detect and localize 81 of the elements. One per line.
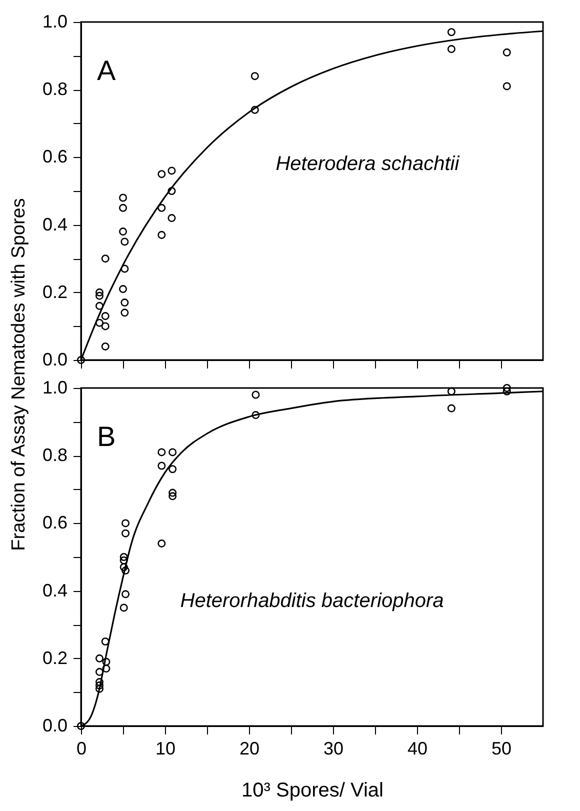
y-tick-label: 0.0 xyxy=(42,716,68,736)
point xyxy=(250,72,259,80)
y-axis-title: Fraction of Assay Nematodes with Spores xyxy=(8,198,30,551)
y-tick-label: 0.6 xyxy=(42,512,68,533)
point xyxy=(122,519,130,528)
point xyxy=(447,404,456,412)
y-tick-label: 0.4 xyxy=(42,580,68,600)
point xyxy=(120,298,129,307)
point xyxy=(120,604,128,612)
x-tick-label: 50 xyxy=(491,738,512,758)
point xyxy=(95,654,104,662)
point xyxy=(120,556,128,564)
x-tick-label: 40 xyxy=(407,738,428,758)
point xyxy=(252,390,260,399)
point xyxy=(168,465,177,474)
point xyxy=(447,387,456,396)
x-tick-label: 10 xyxy=(155,738,176,758)
point xyxy=(102,664,110,673)
point xyxy=(158,170,166,178)
y-tick-label: 0.2 xyxy=(42,648,68,668)
point xyxy=(168,492,177,500)
point xyxy=(447,45,456,54)
point xyxy=(120,264,129,273)
point xyxy=(158,230,166,239)
annotation: Heterodera schachtii xyxy=(276,152,460,175)
point xyxy=(502,387,511,396)
point xyxy=(101,322,110,330)
x-tick-label: 30 xyxy=(323,738,344,758)
point xyxy=(158,539,166,548)
point xyxy=(447,28,456,36)
annotation: Heterorhabditis bacteriophora xyxy=(180,590,444,612)
point xyxy=(168,214,176,222)
point xyxy=(101,342,110,350)
y-tick-label: 1.0 xyxy=(42,12,68,32)
point xyxy=(158,448,166,456)
point xyxy=(120,238,129,246)
point xyxy=(168,448,177,456)
point xyxy=(120,553,128,561)
point xyxy=(502,384,511,392)
point xyxy=(252,411,260,420)
y-tick-label: 0.4 xyxy=(42,214,68,234)
point xyxy=(118,204,128,212)
point xyxy=(122,590,130,598)
point xyxy=(120,563,128,572)
point xyxy=(118,194,128,202)
point xyxy=(122,529,130,538)
point xyxy=(168,488,177,497)
y-tick-label: 0.8 xyxy=(42,445,68,466)
point xyxy=(250,106,259,114)
point xyxy=(95,678,104,686)
point xyxy=(502,82,511,90)
x-axis-title: 10³ Spores/ Vial xyxy=(242,780,384,802)
point xyxy=(102,658,110,666)
point xyxy=(95,318,104,327)
point xyxy=(95,292,104,300)
point xyxy=(95,288,104,296)
annotation: B xyxy=(97,421,116,452)
point xyxy=(95,681,104,690)
point xyxy=(120,308,129,317)
point xyxy=(502,48,511,56)
point xyxy=(95,668,104,676)
point xyxy=(122,566,130,575)
y-tick-label: 0.0 xyxy=(42,350,68,370)
y-tick-label: 0.2 xyxy=(42,282,68,302)
point xyxy=(158,204,166,212)
point xyxy=(101,638,110,646)
annotation: A xyxy=(97,55,116,86)
point xyxy=(168,187,176,195)
y-tick-label: 0.8 xyxy=(42,79,68,100)
y-tick-label: 1.0 xyxy=(42,378,68,398)
point xyxy=(118,228,128,236)
point xyxy=(101,312,110,320)
point xyxy=(95,684,104,693)
point xyxy=(168,166,176,175)
point xyxy=(101,254,110,263)
point xyxy=(118,285,128,294)
y-tick-label: 0.6 xyxy=(42,146,68,167)
x-tick-label: 20 xyxy=(239,738,260,758)
x-tick-label: 0 xyxy=(76,738,87,758)
point xyxy=(95,302,104,310)
point xyxy=(158,462,166,470)
